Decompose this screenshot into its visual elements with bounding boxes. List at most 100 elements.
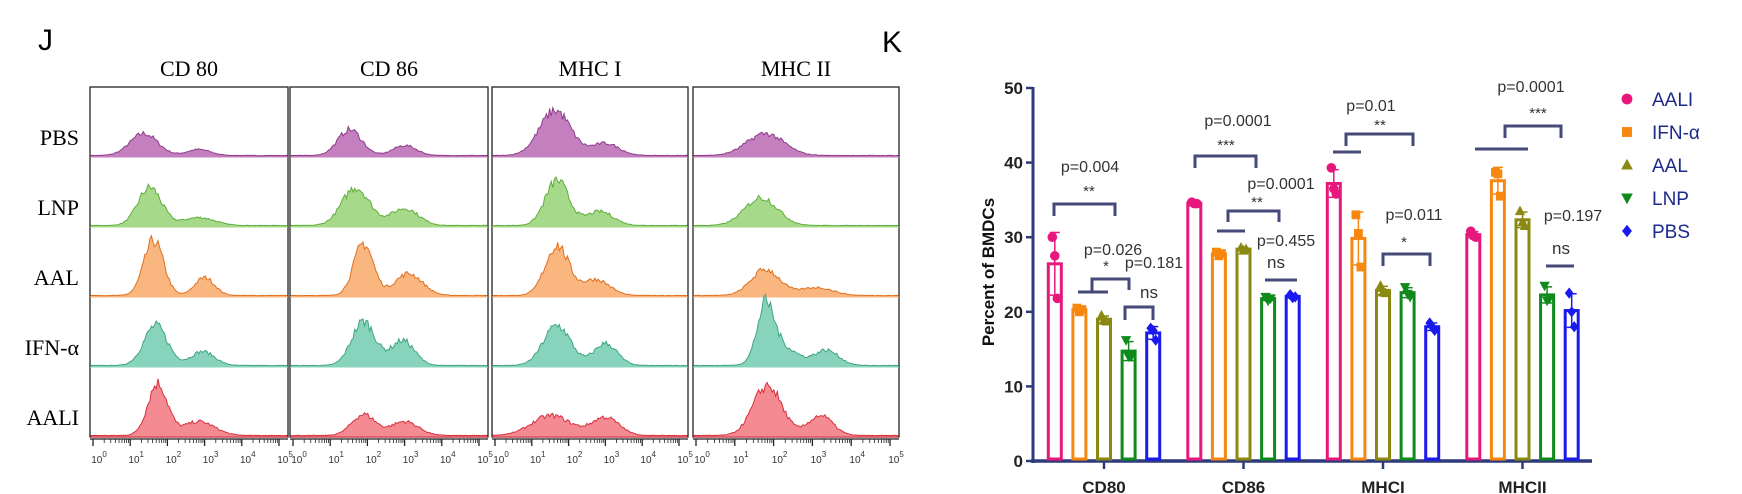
tick-exponent: 1 <box>744 450 749 459</box>
significance-bracket <box>1226 209 1281 222</box>
x-tick-label: 102 <box>166 450 182 466</box>
tick-exponent: 3 <box>615 450 620 459</box>
data-point <box>1047 232 1058 242</box>
significance-annotation: p=0.0001** <box>1217 176 1315 233</box>
histogram-lnp-mhcii <box>693 194 899 228</box>
data-point <box>1404 292 1416 303</box>
data-point <box>1519 220 1531 231</box>
bar-aali-cd86 <box>1186 197 1203 461</box>
histogram-panel-frame <box>491 86 689 438</box>
tick-exponent: 1 <box>340 450 345 459</box>
bar <box>1071 308 1088 461</box>
histogram-aal-mhcii <box>693 267 899 298</box>
data-point <box>1493 169 1503 179</box>
data-point <box>1567 306 1577 318</box>
x-tick-label: 104 <box>849 450 865 466</box>
bar-lnp-mhcii <box>1539 281 1556 461</box>
significance-bracket <box>1344 132 1415 146</box>
tick-base: 10 <box>677 455 689 466</box>
data-point <box>1375 280 1386 290</box>
data-point <box>1380 287 1391 298</box>
y-tick-label: 10 <box>1004 377 1023 396</box>
x-tick-label: 101 <box>530 450 546 466</box>
histogram-lnp-cd86 <box>290 186 488 228</box>
bar-pbs-cd80 <box>1145 322 1162 461</box>
legend-label: AAL <box>1652 156 1688 177</box>
data-point <box>1125 352 1137 363</box>
x-tick-label: 105 <box>677 450 693 466</box>
tick-exponent: 3 <box>414 450 419 459</box>
tick-exponent: 0 <box>102 450 107 459</box>
bar-pbs-mhcii <box>1563 287 1580 461</box>
y-axis-label: Percent of BMDCs <box>979 198 998 346</box>
histogram-aali-cd80 <box>90 378 288 438</box>
row-label: AAL <box>34 265 79 290</box>
histogram-pbs-cd80 <box>90 130 288 158</box>
data-point <box>1539 281 1550 292</box>
data-point <box>1351 210 1361 220</box>
x-tick-label: CD86 <box>1222 478 1265 494</box>
x-tick-label: 101 <box>733 450 749 466</box>
data-point <box>1077 305 1087 314</box>
data-point <box>1354 229 1363 238</box>
y-tick-label: 50 <box>1004 79 1023 98</box>
legend-label: AALI <box>1652 90 1693 111</box>
x-tick-label: MHCI <box>1361 478 1404 494</box>
data-point <box>1217 249 1226 259</box>
tick-base: 10 <box>604 455 616 466</box>
data-point <box>1265 294 1276 304</box>
x-tick-label: 102 <box>772 450 788 466</box>
tick-base: 10 <box>440 455 452 466</box>
bar-lnp-mhci <box>1399 283 1416 461</box>
data-point <box>1101 315 1112 326</box>
row-label: LNP <box>37 195 79 220</box>
bar-aal-mhcii <box>1514 205 1531 461</box>
data-point <box>1471 232 1481 242</box>
histogram-pbs-cd86 <box>290 125 488 158</box>
p-value-label: p=0.01 <box>1346 98 1395 115</box>
tick-exponent: 1 <box>140 450 145 459</box>
tick-base: 10 <box>477 455 489 466</box>
significance-annotation: p=0.011 * <box>1381 207 1443 266</box>
histogram-pbs-mhcii <box>693 131 899 158</box>
tick-exponent: 2 <box>578 450 583 459</box>
bar <box>1350 236 1367 461</box>
x-tick-label: 102 <box>366 450 382 466</box>
bar-ifn-mhci <box>1350 210 1367 461</box>
bar <box>1399 291 1416 461</box>
panel-j-flow-histograms: J CD 80PBSLNPAALIFN-αAALI100101102103104… <box>25 24 905 466</box>
histogram-pbs-mhci <box>492 105 688 158</box>
tick-base: 10 <box>166 455 178 466</box>
significance-stars: * <box>1103 258 1109 275</box>
tick-exponent: 3 <box>214 450 219 459</box>
bar-lnp-cd80 <box>1120 336 1137 461</box>
data-point <box>1425 317 1435 329</box>
significance-bracket <box>1503 124 1563 138</box>
data-point <box>1052 293 1063 304</box>
tick-base: 10 <box>328 455 340 466</box>
x-tick-label: 105 <box>888 450 904 466</box>
data-point <box>1192 198 1202 209</box>
significance-stars: ns <box>1552 239 1570 258</box>
histogram-aali-mhci <box>492 412 688 438</box>
x-tick-label: 103 <box>203 450 219 466</box>
x-tick-label: 100 <box>291 450 307 466</box>
histogram-lnp-cd80 <box>90 182 288 228</box>
x-tick-label: 104 <box>640 450 656 466</box>
significance-annotation: p=0.01 ** <box>1333 98 1415 154</box>
bar <box>1375 288 1391 461</box>
row-label: IFN-α <box>25 335 80 360</box>
significance-bracket <box>1052 202 1117 216</box>
bar <box>1260 297 1277 461</box>
data-point <box>1331 189 1342 199</box>
data-point <box>1148 324 1158 337</box>
significance-annotation: p=0.455 ns <box>1257 233 1315 282</box>
significance-annotation: p=0.181 ns <box>1123 255 1183 320</box>
legend-label: PBS <box>1652 222 1690 243</box>
data-point <box>1151 334 1161 346</box>
x-tick-label: MHCII <box>1498 478 1546 494</box>
significance-stars: *** <box>1529 105 1547 122</box>
histogram-aal-cd80 <box>90 234 288 298</box>
data-point <box>1285 289 1295 301</box>
